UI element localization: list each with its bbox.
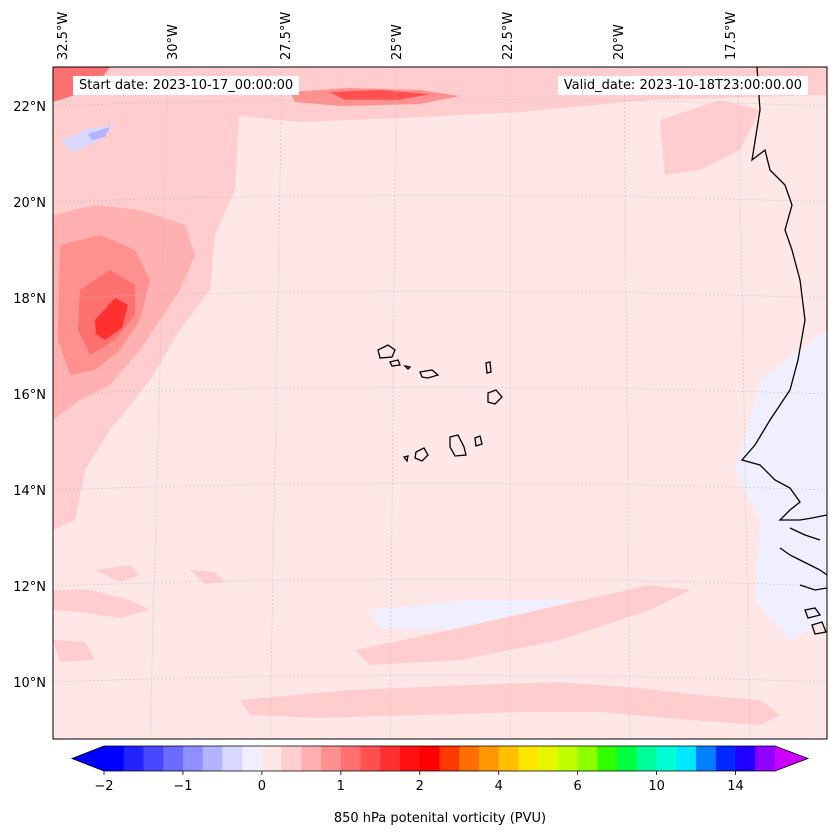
island-santo-antao bbox=[377, 344, 396, 359]
colorbar-swatch bbox=[715, 746, 737, 771]
colorbar-swatch bbox=[656, 746, 677, 771]
lon-label: 17.5°W bbox=[724, 12, 739, 60]
colorbar-tick-label: 4 bbox=[495, 779, 503, 794]
map-gridlines bbox=[53, 67, 827, 739]
colorbar-swatch bbox=[202, 746, 223, 771]
valid-date-label: Valid_date: 2023-10-18T23:00:00.00 bbox=[557, 76, 808, 95]
colorbar-swatch bbox=[538, 746, 559, 771]
lat-label: 10°N bbox=[13, 676, 46, 691]
africa-coastline bbox=[740, 67, 827, 591]
colorbar-swatch bbox=[123, 746, 144, 771]
island-santiago bbox=[449, 434, 467, 457]
colorbar-over-extension bbox=[775, 746, 808, 771]
pv-contour-small-bl bbox=[53, 640, 95, 662]
lat-label: 18°N bbox=[13, 292, 46, 307]
colorbar-label: 850 hPa potenital vorticity (PVU) bbox=[334, 811, 546, 826]
start-date-label: Start date: 2023-10-17_00:00:00 bbox=[73, 76, 300, 95]
lon-label: 25°W bbox=[390, 24, 405, 60]
colorbar-tick-label: 0 bbox=[258, 779, 266, 794]
colorbar-swatch bbox=[498, 746, 519, 771]
island-boa-vista bbox=[487, 389, 503, 405]
colorbar-swatch bbox=[617, 746, 638, 771]
colorbar-tick-label: 6 bbox=[574, 779, 582, 794]
pv-contour-south-band bbox=[355, 585, 690, 665]
lon-label: 27.5°W bbox=[279, 12, 294, 60]
colorbar-swatch bbox=[163, 746, 184, 771]
colorbar-swatch bbox=[676, 746, 697, 771]
colorbar-swatch bbox=[755, 746, 776, 771]
colorbar-swatch bbox=[380, 746, 401, 771]
lat-label: 22°N bbox=[13, 100, 46, 115]
colorbar-swatch bbox=[360, 746, 381, 771]
colorbar-swatch bbox=[696, 746, 717, 771]
island-sal bbox=[485, 361, 492, 374]
colorbar-swatch bbox=[597, 746, 618, 771]
pv-contour-east-cluster bbox=[660, 100, 760, 175]
colorbar-swatch bbox=[557, 746, 579, 771]
island-santa-luzia bbox=[403, 364, 412, 370]
pv-contour-core-west bbox=[95, 298, 128, 340]
colorbar-swatch bbox=[340, 746, 362, 771]
lat-label: 20°N bbox=[13, 196, 46, 211]
colorbar-swatch bbox=[261, 746, 283, 771]
colorbar bbox=[70, 745, 810, 772]
colorbar-tick-label: 14 bbox=[727, 779, 744, 794]
colorbar-swatch bbox=[301, 746, 322, 771]
colorbar-swatch bbox=[143, 746, 164, 771]
lon-label: 32.5°W bbox=[56, 12, 71, 60]
colorbar-swatch bbox=[636, 746, 658, 771]
bijagos-islands bbox=[804, 607, 827, 635]
colorbar-tick-label: −1 bbox=[173, 779, 192, 794]
colorbar-under-extension bbox=[72, 746, 104, 771]
island-sao-vicente bbox=[389, 359, 401, 367]
island-brava bbox=[402, 455, 409, 463]
colorbar-swatch bbox=[419, 746, 440, 771]
latitude-labels: 22°N 20°N 18°N 16°N 14°N 12°N 10°N bbox=[13, 100, 46, 691]
pv-contour-small-west bbox=[58, 275, 78, 312]
island-sao-nicolau bbox=[419, 369, 440, 379]
island-maio bbox=[474, 435, 483, 447]
lat-label: 16°N bbox=[13, 388, 46, 403]
colorbar-swatch bbox=[321, 746, 342, 771]
lon-label: 22.5°W bbox=[501, 12, 516, 60]
colorbar-swatch bbox=[104, 746, 125, 771]
pv-contour-south-west-band bbox=[53, 590, 150, 618]
lon-label: 20°W bbox=[612, 24, 627, 60]
colorbar-tick-label: 1 bbox=[337, 779, 345, 794]
colorbar-tick-label: 2 bbox=[416, 779, 424, 794]
colorbar-swatch bbox=[518, 746, 539, 771]
lat-label: 12°N bbox=[13, 580, 46, 595]
colorbar-swatch bbox=[577, 746, 598, 771]
pv-contour-negative-nw-core bbox=[88, 127, 110, 140]
colorbar-swatch bbox=[439, 746, 460, 771]
lat-label: 14°N bbox=[13, 484, 46, 499]
colorbar-swatch bbox=[222, 746, 243, 771]
island-fogo bbox=[414, 447, 429, 462]
colorbar-swatch bbox=[735, 746, 756, 771]
coastline bbox=[377, 67, 827, 635]
map-frame bbox=[52, 66, 828, 740]
pv-contour-small-s bbox=[190, 570, 225, 584]
pv-contour-top-core bbox=[330, 90, 430, 100]
colorbar-swatch bbox=[459, 746, 480, 771]
colorbar-swatch bbox=[182, 746, 204, 771]
lon-label: 30°W bbox=[166, 24, 181, 60]
colorbar-tick-label: −2 bbox=[94, 779, 113, 794]
colorbar-swatch bbox=[281, 746, 302, 771]
pv-contour-small-sw bbox=[95, 565, 140, 582]
colorbar-ticks: −2 −1 0 1 2 4 6 10 14 bbox=[94, 771, 744, 794]
colorbar-tick-label: 10 bbox=[648, 779, 665, 794]
colorbar-swatch bbox=[400, 746, 421, 771]
colorbar-swatch bbox=[242, 746, 263, 771]
colorbar-swatch bbox=[478, 746, 500, 771]
longitude-labels: 32.5°W 30°W 27.5°W 25°W 22.5°W 20°W 17.5… bbox=[56, 12, 739, 60]
